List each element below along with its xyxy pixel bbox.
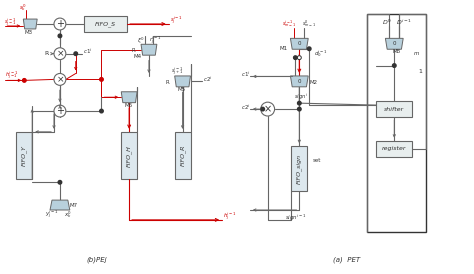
Text: FIFO_sign: FIFO_sign [296,153,302,184]
Text: M7: M7 [70,202,78,207]
Circle shape [298,101,301,105]
Text: $\times$: $\times$ [56,49,64,58]
Text: $s_k^0$: $s_k^0$ [18,2,26,13]
Text: $c1^i$: $c1^i$ [241,70,251,79]
Text: set: set [313,158,321,163]
Text: M4: M4 [133,54,141,59]
Circle shape [74,52,78,55]
Polygon shape [175,76,191,87]
Text: $sign^i$: $sign^i$ [294,92,309,102]
Text: $h_{j-1}^{i-1}$: $h_{j-1}^{i-1}$ [5,70,18,82]
Circle shape [261,107,264,111]
Circle shape [392,64,396,67]
Polygon shape [121,92,137,103]
Text: FIFO_R: FIFO_R [180,145,185,166]
Text: $s_{m-1}^{i-1}$: $s_{m-1}^{i-1}$ [283,19,296,29]
Text: 0: 0 [392,41,396,46]
Bar [376,101,412,117]
Bar [84,16,127,32]
Text: $D^{i-1}$: $D^{i-1}$ [396,17,412,27]
Polygon shape [141,44,157,55]
Polygon shape [50,200,70,210]
Text: $c2^i$: $c2^i$ [203,75,213,84]
Circle shape [100,78,103,81]
Circle shape [54,18,66,30]
Bar [292,146,307,191]
Text: shifter: shifter [384,107,404,112]
Circle shape [54,105,66,117]
Text: 1: 1 [418,69,422,74]
Text: $\times$: $\times$ [56,75,64,84]
Text: $c1^i$: $c1^i$ [83,47,92,56]
Circle shape [298,107,301,111]
Text: +: + [56,19,64,29]
Text: R: R [166,80,170,85]
Text: FIFO_Y: FIFO_Y [21,145,27,166]
Circle shape [54,48,66,60]
Text: M1: M1 [280,46,288,51]
Text: $D^0$: $D^0$ [382,17,391,27]
Text: M8: M8 [392,49,401,54]
Text: 0: 0 [298,79,301,84]
Text: M3: M3 [24,30,32,35]
Circle shape [293,56,297,59]
Text: M5: M5 [178,87,186,92]
Text: $h_j^{i-1}$: $h_j^{i-1}$ [223,211,237,223]
Text: $y_j^{i-1}$: $y_j^{i-1}$ [45,209,59,221]
Circle shape [297,56,301,60]
Text: $r_j^{i-1}$: $r_j^{i-1}$ [149,35,161,47]
Text: R: R [44,51,48,56]
Polygon shape [291,38,308,49]
Circle shape [23,79,26,82]
Text: R: R [131,48,135,53]
Circle shape [261,102,274,116]
Circle shape [58,181,62,184]
Bar [175,132,191,179]
Text: FIFO_H: FIFO_H [127,145,132,167]
Text: $x_k^0$: $x_k^0$ [64,210,72,220]
Bar [121,132,137,179]
Text: (b)PEj: (b)PEj [86,256,107,263]
Text: (a)  PET: (a) PET [333,256,360,263]
Text: $s_j^{i-1}$: $s_j^{i-1}$ [170,15,183,27]
Text: FIFO_S: FIFO_S [95,21,116,27]
Circle shape [100,109,103,113]
Text: register: register [382,146,407,151]
Text: M6: M6 [124,103,132,108]
Bar [17,132,32,179]
Text: $\xi^0$: $\xi^0$ [137,36,145,46]
Text: $c2^i$: $c2^i$ [241,102,251,112]
Text: $m$: $m$ [412,50,419,57]
Circle shape [54,73,66,85]
Text: +: + [56,106,64,116]
Polygon shape [23,19,37,29]
Text: $s_{m-1}^{0}$: $s_{m-1}^{0}$ [302,19,316,29]
Text: $s_{j-1}^{i-1}$: $s_{j-1}^{i-1}$ [3,17,16,29]
Text: M2: M2 [309,80,317,85]
Text: $d_0^{i-1}$: $d_0^{i-1}$ [314,48,328,59]
Text: $\times$: $\times$ [263,104,272,114]
Circle shape [58,34,62,38]
Bar [376,141,412,156]
Polygon shape [385,38,403,49]
Text: $s_{j+1}^{i-1}$: $s_{j+1}^{i-1}$ [171,65,184,78]
Polygon shape [291,76,308,87]
Text: $sign^{i-1}$: $sign^{i-1}$ [284,213,306,223]
Circle shape [308,47,311,50]
Bar [366,14,426,232]
Text: 0: 0 [298,41,301,46]
